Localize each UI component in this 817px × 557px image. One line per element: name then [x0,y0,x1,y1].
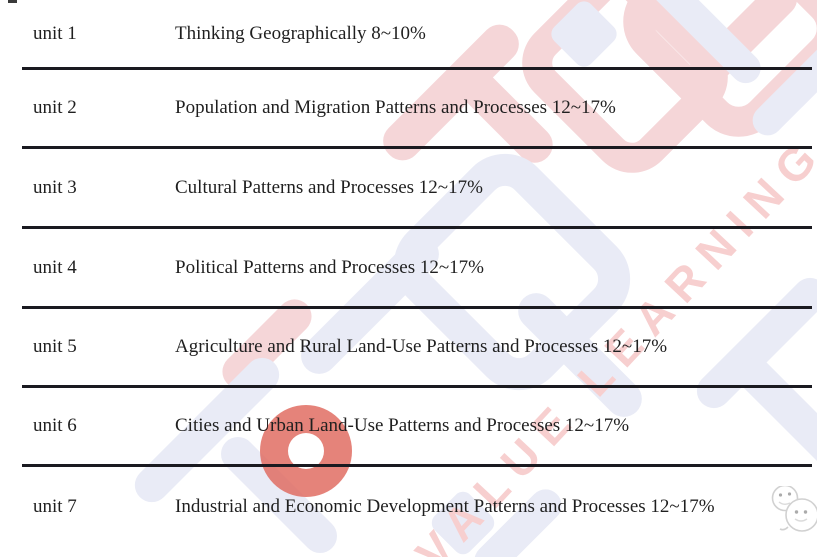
unit-label: unit 7 [33,496,77,517]
unit-description: Cities and Urban Land-Use Patterns and P… [175,415,630,436]
unit-description: Agriculture and Rural Land-Use Patterns … [175,336,668,357]
unit-label: unit 5 [33,336,77,357]
unit-label: unit 3 [33,176,77,198]
table-row: unit 1 Thinking Geographically 8~10% [22,0,812,70]
wechat-emoji-sticker-icon [768,484,817,543]
unit-description: Thinking Geographically 8~10% [175,22,426,44]
table-row: unit 6 Cities and Urban Land-Use Pattern… [22,388,812,467]
unit-label: unit 4 [33,256,77,278]
unit-description: Cultural Patterns and Processes 12~17% [175,176,483,198]
table-row: unit 5 Agriculture and Rural Land-Use Pa… [22,309,812,388]
table-row: unit 7 Industrial and Economic Developme… [22,467,812,557]
table-row: unit 3 Cultural Patterns and Processes 1… [22,149,812,229]
table-row: unit 4 Political Patterns and Processes … [22,229,812,309]
unit-description: Political Patterns and Processes 12~17% [175,256,484,278]
unit-label: unit 2 [33,97,77,118]
cropped-line-remnant [8,0,17,3]
unit-label: unit 1 [33,22,77,44]
unit-description: Industrial and Economic Development Patt… [175,496,715,517]
table-row: unit 2 Population and Migration Patterns… [22,70,812,149]
unit-label: unit 6 [33,415,77,436]
unit-description: Population and Migration Patterns and Pr… [175,97,616,118]
